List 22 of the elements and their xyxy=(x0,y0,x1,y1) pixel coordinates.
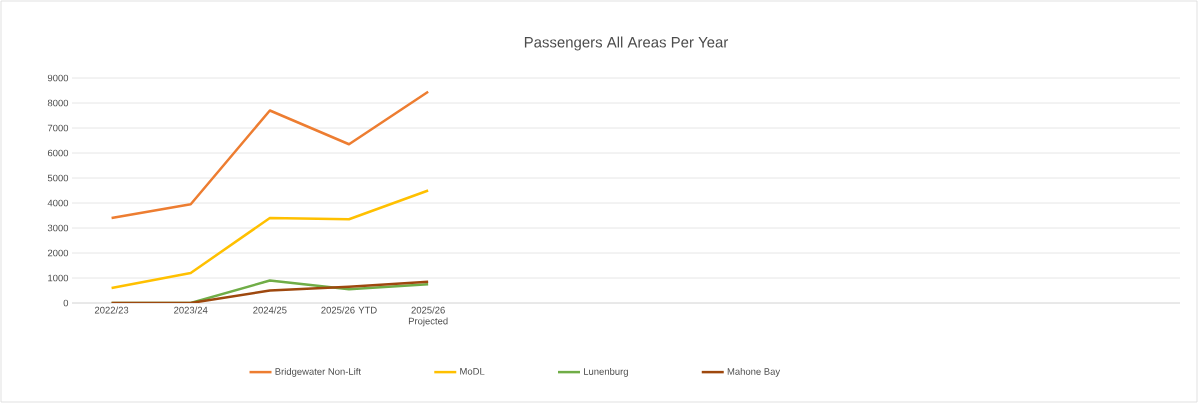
y-tick-label: 4000 xyxy=(47,199,69,207)
y-tick-label: 2000 xyxy=(47,249,69,257)
x-tick-label: 2025/26 YTD xyxy=(321,306,377,314)
legend-label: Bridgewater Non-Lift xyxy=(275,367,361,377)
y-tick-label: 7000 xyxy=(47,124,69,132)
legend-label: Mahone Bay xyxy=(727,367,781,377)
line-series xyxy=(110,90,430,220)
x-tick-label: 2025/26 Projected xyxy=(408,306,448,327)
x-tick-label: 2023/24 xyxy=(174,306,208,314)
x-tick-label: 2024/25 xyxy=(253,306,287,314)
legend-label: MoDL xyxy=(460,368,485,375)
y-tick-label: 5000 xyxy=(47,174,69,182)
chart-title: Passengers All Areas Per Year xyxy=(524,36,729,51)
y-tick-label: 8000 xyxy=(47,99,69,107)
y-tick-label: 9000 xyxy=(47,74,69,82)
y-tick-label: 0 xyxy=(63,299,69,307)
y-tick-label: 3000 xyxy=(47,224,69,232)
x-tick-label: 2022/23 xyxy=(94,306,129,314)
legend-label: Lunenburg xyxy=(584,367,628,377)
y-tick-label: 6000 xyxy=(47,149,69,157)
y-tick-label: 1000 xyxy=(48,274,69,282)
line-series xyxy=(110,189,430,290)
